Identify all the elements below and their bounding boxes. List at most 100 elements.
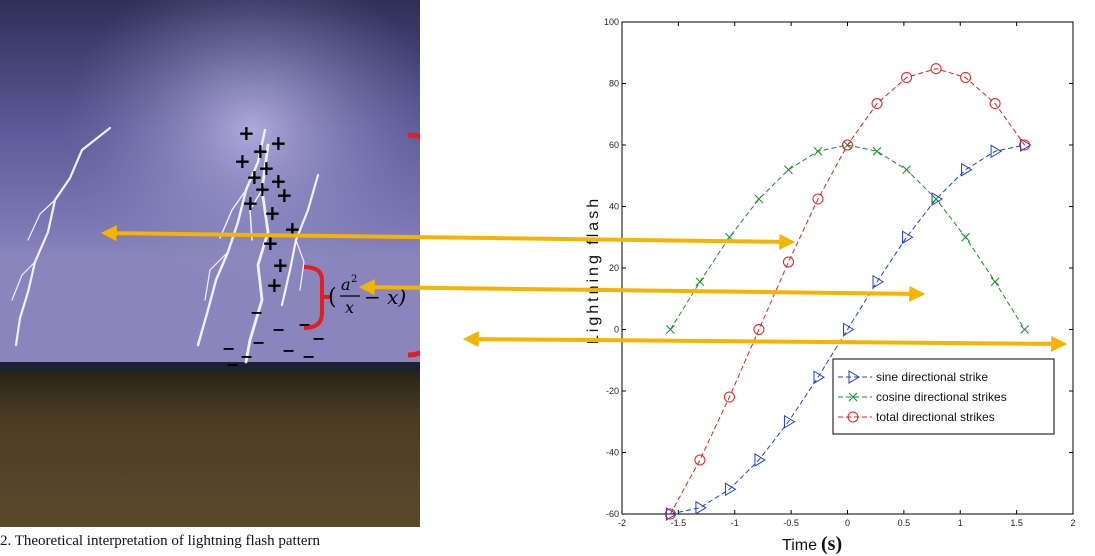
legend-box [832, 358, 1055, 435]
data-point [724, 482, 737, 497]
data-point [989, 98, 1001, 110]
plus-sign: + [264, 201, 281, 225]
legend-marker [847, 411, 859, 423]
data-point [931, 194, 941, 204]
x-axis-unit: (s) [821, 533, 842, 555]
formula-superscript: 2 [351, 274, 357, 285]
y-tick-label: 100 [604, 17, 619, 27]
x-tick-label: 0 [845, 518, 850, 528]
data-point [813, 146, 823, 156]
data-point [812, 193, 824, 205]
lightning-photo: + + + + + + + + + + + + + + + − − − − − … [0, 0, 420, 527]
data-point [784, 165, 793, 175]
y-tick-label: 60 [609, 140, 619, 150]
data-point [842, 139, 853, 151]
x-tick-label: 2 [1070, 518, 1075, 528]
plus-sign: + [266, 273, 283, 297]
series-line [670, 144, 1025, 515]
plus-sign: + [242, 191, 259, 215]
legend-entry: total directional strikes [876, 410, 995, 424]
data-point [813, 370, 825, 385]
plus-sign: + [254, 177, 271, 201]
data-point [695, 500, 707, 515]
data-point [665, 507, 678, 521]
y-tick-label: 40 [609, 202, 619, 212]
data-point [990, 277, 1000, 287]
plus-sign: + [270, 131, 287, 155]
data-point [754, 194, 764, 204]
plus-sign: + [276, 183, 293, 207]
data-point [902, 230, 914, 245]
sky-glow [0, 0, 420, 370]
series-3 [664, 63, 1031, 520]
legend-marker [848, 370, 860, 384]
minus-sign: − [312, 329, 325, 348]
data-point [782, 256, 794, 268]
plus-sign: + [234, 149, 251, 173]
x-axis-label: Time [782, 537, 817, 554]
plus-sign: + [262, 231, 279, 255]
data-point [754, 453, 766, 467]
positive-charges: + + + + + + + + + + + + + + + [234, 121, 301, 297]
data-point [783, 414, 796, 429]
legend-entry: cosine directional strikes [876, 390, 1007, 404]
minus-sign: − [302, 347, 315, 366]
data-point [664, 508, 676, 520]
formula-denominator: x [345, 298, 354, 317]
minus-sign: − [272, 320, 285, 339]
minus-sign: − [250, 303, 263, 322]
legend-entry: sine directional strike [876, 370, 988, 384]
minus-sign: − [240, 347, 253, 366]
y-axis-label: Lightning flash [585, 196, 602, 344]
minus-sign: − [226, 355, 239, 374]
data-point [901, 71, 913, 83]
data-point [990, 144, 1003, 159]
axis-ticks: -2 -1.5 -1 -0.5 0 0.5 1 1.5 2 -60 -40 -20 0 20 40 60 80 1… [604, 17, 1076, 528]
line-chart: -2 -1.5 -1 -0.5 0 0.5 1 1.5 2 -60 -40 -20 0 20 40 60 80 1… [585, 17, 1076, 555]
y-tick-label: 80 [609, 79, 619, 89]
horizon [0, 362, 420, 374]
x-tick-label: -0.5 [783, 518, 799, 528]
data-point [930, 63, 942, 75]
series-line [669, 68, 1026, 515]
x-tick-label: -1 [731, 518, 739, 528]
minus-sign: − [298, 315, 311, 334]
ground [0, 372, 420, 527]
formula-numerator: a [341, 275, 351, 294]
data-point [961, 232, 970, 242]
plus-sign: + [246, 165, 263, 189]
data-point [871, 98, 883, 110]
plus-sign: + [252, 139, 269, 163]
data-point [1019, 139, 1031, 151]
data-point [931, 192, 944, 206]
y-tick-label: -40 [606, 448, 619, 458]
plus-sign: + [238, 121, 255, 145]
series-1 [665, 138, 1032, 521]
data-point [1020, 138, 1032, 152]
minus-sign: − [222, 339, 235, 358]
x-tick-label: 1.5 [1010, 518, 1023, 528]
data-point [872, 146, 882, 156]
y-tick-label: 0 [614, 325, 619, 335]
formula-open-paren: ( [328, 285, 337, 310]
y-tick-label: 20 [609, 263, 619, 273]
x-axis-label-group: Time (s) [782, 533, 842, 555]
legend: sine directional strike cosine directiona… [832, 358, 1055, 435]
legend-marker [848, 392, 858, 402]
plus-sign: + [284, 217, 301, 241]
plus-sign: + [258, 156, 275, 180]
figure-caption: 2. Theoretical interpretation of lightni… [0, 533, 321, 549]
data-point [960, 71, 972, 83]
data-point [723, 391, 735, 403]
formula-rest: − x) [364, 285, 406, 309]
x-tick-label: -1.5 [671, 518, 687, 528]
minus-sign: − [252, 333, 265, 352]
y-tick-label: -20 [606, 386, 619, 396]
plot-area [621, 21, 1074, 515]
data-point [902, 165, 911, 175]
y-tick-label: -60 [606, 509, 619, 519]
negative-charges: − − − − − − − − − − [222, 303, 325, 374]
plus-sign: + [272, 253, 289, 277]
minus-sign: − [282, 341, 295, 360]
x-tick-label: 1 [958, 518, 963, 528]
